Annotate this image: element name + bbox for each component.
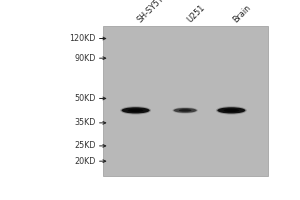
Text: 50KD: 50KD (74, 94, 96, 103)
Text: 25KD: 25KD (74, 141, 96, 150)
Ellipse shape (179, 109, 191, 112)
Text: Brain: Brain (231, 3, 253, 25)
Ellipse shape (128, 109, 143, 112)
Text: 90KD: 90KD (74, 54, 96, 63)
Text: 20KD: 20KD (74, 157, 96, 166)
Ellipse shape (217, 107, 245, 113)
Text: 120KD: 120KD (69, 34, 96, 43)
Ellipse shape (174, 108, 197, 113)
Ellipse shape (216, 106, 247, 115)
Ellipse shape (172, 107, 198, 114)
Ellipse shape (122, 107, 150, 113)
Text: U251: U251 (185, 3, 206, 25)
Ellipse shape (120, 106, 151, 115)
Ellipse shape (224, 109, 239, 112)
Text: SH-SY5Y: SH-SY5Y (136, 0, 166, 25)
Text: 35KD: 35KD (74, 118, 96, 127)
FancyBboxPatch shape (103, 26, 268, 176)
